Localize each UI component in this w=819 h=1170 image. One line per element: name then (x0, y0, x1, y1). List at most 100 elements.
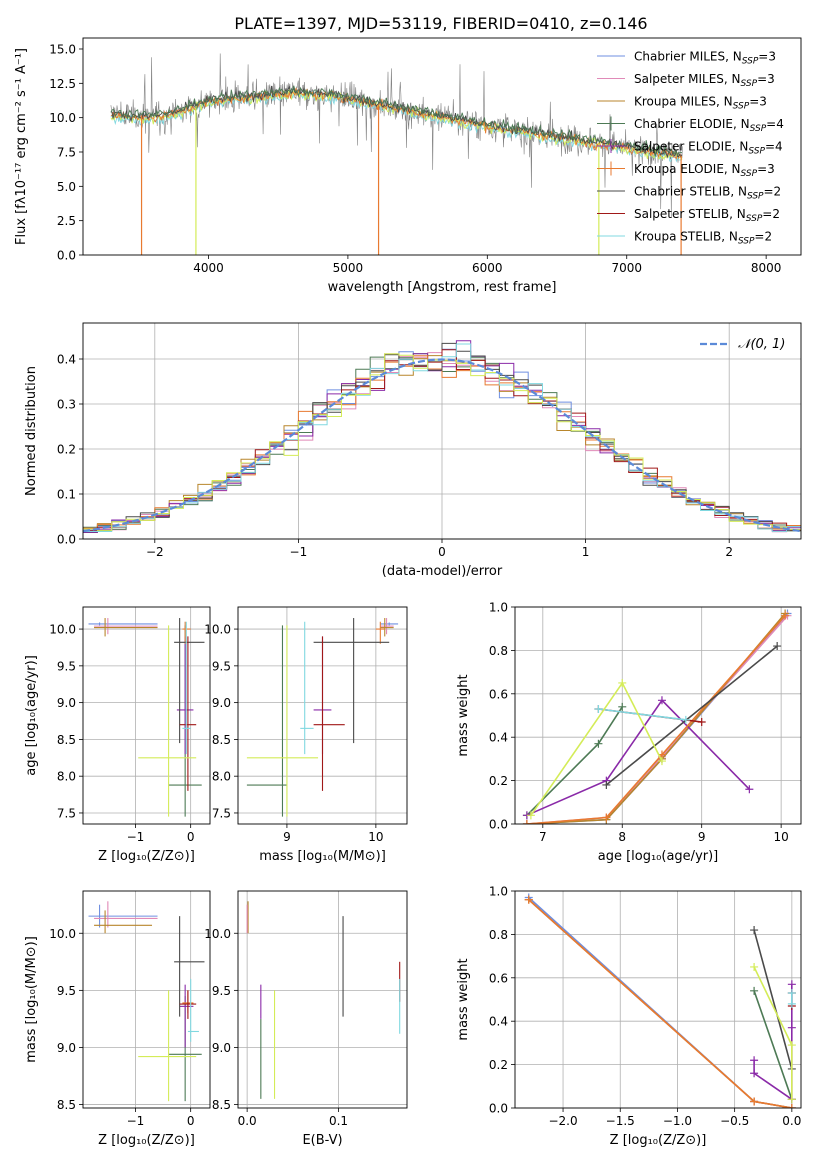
y-axis-label: mass weight (456, 674, 471, 756)
x-tick-label: 1 (582, 545, 590, 559)
mass-weight-series-line (526, 612, 786, 824)
mass-weight-point (787, 999, 796, 1008)
panel-massweight_vs_age: 7 8 9 10 0.0 0.2 0.4 0.6 0.8 1.0 age [log₁₀(age/yr… (456, 601, 802, 864)
y-axis-label: age [log₁₀(age/yr)] (24, 655, 39, 776)
panel-age_vs_mass: 9 10 7.5 8.0 8.5 9.0 9.5 10.0 mass [log₁₀(M/M⊙)] (204, 606, 408, 864)
mass-weight-point (773, 642, 782, 651)
y-tick-label: 0.0 (489, 1102, 508, 1116)
model-spectrum-line (110, 87, 683, 160)
y-tick-label: 7.5 (57, 145, 76, 159)
plot-area-massweight_vs_Z (524, 893, 796, 1108)
y-tick-label: 8.0 (212, 770, 231, 784)
x-tick-label: 0.0 (782, 1114, 801, 1128)
panel-mass_vs_EBV: 0.0 0.1 8.5 9.0 9.5 10.0 E(B-V) (204, 890, 408, 1148)
legend-subscript: SSP (741, 169, 758, 179)
y-tick-label: 10.0 (204, 927, 231, 941)
observed-spectrum-line (110, 53, 683, 218)
mass-weight-series-line (526, 699, 750, 817)
legend-subscript: SSP (747, 192, 764, 202)
legend-value: =2 (762, 207, 780, 221)
legend-value: =3 (749, 95, 767, 109)
mass-weight-point (618, 702, 627, 711)
normal-curve-line (83, 358, 801, 533)
plot-area-mass_vs_Z (88, 901, 205, 1102)
legend-subscript: SSP (748, 147, 765, 157)
y-tick-label: 15.0 (49, 42, 76, 56)
axes-frame (82, 322, 802, 540)
mass-weight-series-line (753, 990, 793, 1100)
mass-weight-point (787, 1095, 796, 1104)
y-tick-label: 8.5 (57, 1098, 76, 1112)
x-tick-label: 4000 (193, 261, 224, 275)
legend-subscript: SSP (733, 102, 750, 112)
y-tick-label: 9.0 (212, 1041, 231, 1055)
y-tick-label: 0.8 (489, 928, 508, 942)
y-tick-label: 5.0 (57, 180, 76, 194)
legend-value: =4 (765, 140, 783, 154)
legend-subscript: SSP (750, 124, 767, 134)
mass-weight-point (524, 895, 533, 904)
y-tick-label: 0.0 (57, 249, 76, 263)
y-tick-label: 10.0 (49, 623, 76, 637)
y-tick-label: 10.0 (204, 623, 231, 637)
x-tick-label: 7 (539, 830, 547, 844)
y-tick-label: 9.5 (57, 984, 76, 998)
y-tick-label: 2.5 (57, 214, 76, 228)
y-tick-label: 0.2 (489, 774, 508, 788)
legend-value: =3 (757, 162, 775, 176)
x-axis-label: E(B-V) (302, 1133, 342, 1148)
y-tick-label: 8.5 (212, 1098, 231, 1112)
mass-weight-point (681, 715, 690, 724)
mass-weight-point (750, 962, 759, 971)
x-tick-label: 0 (438, 545, 446, 559)
y-tick-label: 0.1 (57, 488, 76, 502)
legend-label: Chabrier STELIB, NSSP=2 (634, 185, 781, 202)
legend-value: =3 (757, 72, 775, 86)
model-spectrum-line (110, 85, 682, 158)
y-tick-label: 0.4 (57, 353, 76, 367)
x-tick-label: 0.1 (329, 1114, 348, 1128)
mass-weight-series-line (528, 899, 792, 1108)
x-tick-label: 8000 (751, 261, 782, 275)
mass-weight-point (618, 678, 627, 687)
y-tick-label: 0.8 (489, 644, 508, 658)
y-tick-label: 0.0 (489, 818, 508, 832)
mass-weight-point (526, 811, 535, 820)
axes-frame (82, 606, 211, 825)
y-tick-label: 0.4 (489, 1015, 508, 1029)
legend-label: Kroupa ELODIE, NSSP=3 (634, 162, 775, 179)
legend-subscript: SSP (742, 57, 759, 67)
mass-weight-point (750, 1056, 759, 1065)
mass-weight-point (602, 813, 611, 822)
x-tick-label: 0.0 (238, 1114, 257, 1128)
x-tick-label: 0 (187, 830, 195, 844)
legend-subscript: SSP (746, 214, 763, 224)
y-tick-label: 10.0 (49, 111, 76, 125)
y-tick-label: 9.0 (57, 696, 76, 710)
mass-weight-point (750, 986, 759, 995)
legend-label: Kroupa STELIB, NSSP=2 (634, 230, 772, 247)
x-tick-label: 8 (618, 830, 626, 844)
y-tick-label: 0.6 (489, 687, 508, 701)
plot-area-spectrum (110, 53, 683, 255)
mass-weight-point (697, 718, 706, 727)
y-tick-label: 10.0 (49, 927, 76, 941)
y-tick-label: 0.3 (57, 398, 76, 412)
y-tick-label: 8.5 (57, 733, 76, 747)
x-axis-label: Z [log₁₀(Z/Z⊙)] (98, 1133, 195, 1148)
y-tick-label: 9.0 (57, 1041, 76, 1055)
mass-weight-point (594, 739, 603, 748)
y-tick-label: 9.5 (212, 659, 231, 673)
y-tick-label: 0.4 (489, 731, 508, 745)
legend-subscript: SSP (738, 237, 755, 247)
y-axis-label: mass [log₁₀(M/M⊙)] (24, 936, 39, 1063)
legend-label: Salpeter MILES, NSSP=3 (634, 72, 775, 89)
mass-weight-series-line (528, 896, 792, 1108)
mass-weight-point (750, 1069, 759, 1078)
model-spectrum-line (110, 85, 683, 159)
figure-title: PLATE=1397, MJD=53119, FIBERID=0410, z=0… (234, 14, 647, 33)
axes-frame (514, 890, 802, 1109)
legend-label: Salpeter ELODIE, NSSP=4 (634, 140, 783, 157)
axes-frame (237, 890, 408, 1109)
mass-weight-point (781, 611, 790, 620)
